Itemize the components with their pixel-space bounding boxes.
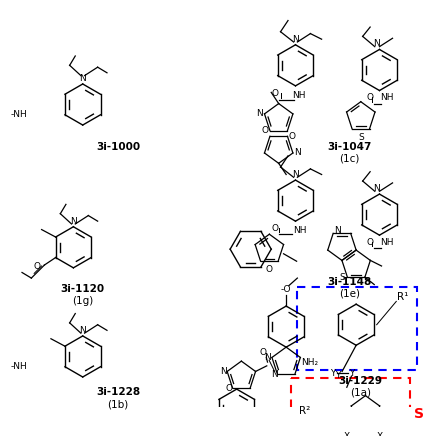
- Text: NH: NH: [380, 93, 394, 102]
- Text: N: N: [79, 74, 86, 83]
- Text: -NH: -NH: [11, 362, 27, 371]
- Text: (1c): (1c): [339, 153, 360, 164]
- Text: (1a): (1a): [350, 388, 371, 398]
- Text: 3i-1120: 3i-1120: [61, 284, 105, 294]
- Text: -O: -O: [281, 285, 291, 294]
- Text: N: N: [373, 184, 380, 193]
- Text: S: S: [358, 133, 364, 142]
- Text: O: O: [272, 224, 279, 233]
- Text: 3i-1148: 3i-1148: [327, 277, 372, 287]
- Text: X: X: [344, 432, 350, 436]
- Text: O: O: [367, 238, 374, 247]
- Text: N: N: [334, 226, 341, 235]
- Text: O: O: [272, 89, 279, 98]
- Text: O: O: [34, 262, 41, 271]
- Text: NH₂: NH₂: [301, 358, 318, 367]
- Text: 3i-1047: 3i-1047: [327, 142, 372, 151]
- Text: O: O: [367, 93, 374, 102]
- Text: N: N: [79, 326, 86, 335]
- Text: Y: Y: [335, 371, 340, 380]
- Text: 3i-1000: 3i-1000: [96, 142, 140, 151]
- Text: N: N: [294, 149, 301, 157]
- Text: (1e): (1e): [339, 289, 360, 299]
- Text: S: S: [414, 407, 424, 421]
- Text: N: N: [292, 170, 299, 179]
- Text: (1b): (1b): [108, 399, 129, 409]
- Text: Y: Y: [330, 369, 335, 378]
- Text: S: S: [340, 272, 346, 282]
- Text: O: O: [266, 265, 273, 274]
- Text: 3i-1229: 3i-1229: [339, 376, 383, 386]
- Text: X: X: [376, 432, 382, 436]
- Text: Y: Y: [349, 369, 354, 378]
- Text: O: O: [262, 126, 269, 135]
- Text: N: N: [264, 353, 271, 362]
- Text: R¹: R¹: [397, 292, 409, 302]
- Text: 3i-1228: 3i-1228: [96, 387, 140, 397]
- Text: N: N: [70, 217, 77, 226]
- Text: N: N: [271, 370, 278, 378]
- Text: O: O: [225, 384, 232, 393]
- Text: R²: R²: [299, 405, 310, 416]
- Text: O: O: [259, 348, 266, 357]
- Text: N: N: [256, 109, 263, 119]
- Text: N: N: [292, 35, 299, 44]
- Text: NH: NH: [293, 226, 307, 235]
- Text: O: O: [289, 132, 296, 141]
- Text: -NH: -NH: [11, 110, 27, 119]
- Text: (1g): (1g): [72, 296, 93, 307]
- Text: N: N: [373, 39, 380, 48]
- Text: NH: NH: [380, 238, 394, 247]
- Text: NH: NH: [293, 91, 306, 100]
- Text: N: N: [220, 367, 227, 376]
